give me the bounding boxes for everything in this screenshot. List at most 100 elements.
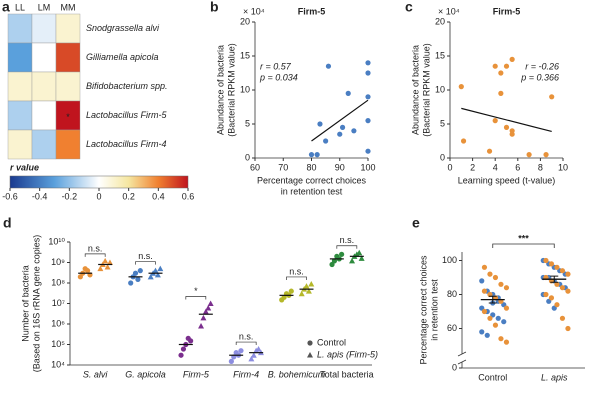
y-axis-label: Abundance of bacteria xyxy=(410,45,420,135)
point xyxy=(565,271,571,277)
x-tick-label: 60 xyxy=(250,162,260,172)
fit-line xyxy=(461,107,552,133)
x-axis-label: in retention test xyxy=(281,186,343,196)
y-tick-label: 10⁸ xyxy=(51,277,65,287)
heat-cell xyxy=(55,42,81,73)
point xyxy=(307,352,313,358)
x-tick-label: 4 xyxy=(493,162,498,172)
point xyxy=(205,305,212,311)
panel-label: a xyxy=(2,0,10,15)
point xyxy=(207,300,214,306)
annotation: r = -0.26 xyxy=(525,61,559,71)
significance-label: * xyxy=(194,286,198,296)
y-axis-label: Number of bacteria xyxy=(20,265,30,342)
point xyxy=(509,128,515,134)
point xyxy=(554,264,560,270)
x-tick-label: 2 xyxy=(470,162,475,172)
point xyxy=(358,255,365,261)
y-tick-label: 10⁹ xyxy=(51,257,65,267)
significance-bracket xyxy=(84,253,106,257)
point xyxy=(492,63,498,69)
point xyxy=(526,152,532,158)
point xyxy=(365,60,371,66)
y-multiplier: × 10⁴ xyxy=(438,6,460,16)
x-tick-label: S. alvi xyxy=(83,369,109,379)
point xyxy=(481,264,488,270)
panel-label: e xyxy=(412,215,420,231)
axis-break xyxy=(457,351,467,365)
y-axis-label: Abundance of bacteria xyxy=(215,45,225,135)
y-tick-label: 15 xyxy=(435,50,445,60)
annotation: p = 0.366 xyxy=(520,72,559,82)
x-tick-label: 80 xyxy=(306,162,316,172)
point xyxy=(492,118,498,124)
point xyxy=(554,281,560,287)
point xyxy=(198,322,205,329)
point xyxy=(479,278,485,284)
y-tick-label: 10⁴ xyxy=(51,359,65,369)
panel-label: d xyxy=(3,215,12,231)
x-tick-label: Total bacteria xyxy=(320,369,374,379)
point xyxy=(492,322,499,328)
panel-label: b xyxy=(210,0,219,15)
x-tick-label: L. apis xyxy=(541,372,568,382)
point xyxy=(487,271,493,277)
y-tick-label: 10⁵ xyxy=(51,339,65,349)
x-tick-label: 8 xyxy=(538,162,543,172)
point xyxy=(135,276,141,282)
point xyxy=(349,257,356,264)
y-tick-label: 10 xyxy=(435,84,445,94)
y-tick-label: 100 xyxy=(442,255,457,265)
y-axis-label: (Bacterial RPKM value) xyxy=(421,43,431,137)
row-label: Lactobacillus Firm-4 xyxy=(86,139,167,149)
point xyxy=(345,90,351,96)
x-tick-label: 90 xyxy=(335,162,345,172)
colorbar-tick-label: -0.6 xyxy=(2,191,18,201)
x-tick-label: 10 xyxy=(558,162,568,172)
y-tick-label: 0 xyxy=(440,152,445,162)
point xyxy=(353,251,360,257)
point xyxy=(325,63,332,69)
point xyxy=(106,259,113,265)
colorbar-tick-label: 0.4 xyxy=(152,191,165,201)
colorbar-label: r value xyxy=(10,162,39,172)
chart-title: Firm-5 xyxy=(493,6,521,16)
y-tick-label: 5 xyxy=(245,118,250,128)
point xyxy=(565,288,571,294)
point xyxy=(498,336,504,342)
point xyxy=(104,264,111,270)
column-label: LL xyxy=(15,2,25,12)
colorbar-tick-label: 0 xyxy=(96,191,101,201)
significance-label: *** xyxy=(518,233,529,243)
point xyxy=(356,249,363,256)
point xyxy=(503,339,510,345)
heat-cell xyxy=(7,13,33,44)
point xyxy=(157,265,164,272)
heat-cell xyxy=(55,100,81,131)
heat-cell xyxy=(55,129,81,160)
point xyxy=(487,315,493,321)
point xyxy=(495,315,501,321)
x-tick-label: Control xyxy=(478,372,507,382)
point xyxy=(250,352,257,358)
point xyxy=(308,280,315,287)
x-tick-label: B. bohemicum xyxy=(268,369,326,379)
point xyxy=(102,257,109,264)
row-label: Gilliamella apicola xyxy=(86,52,159,62)
point xyxy=(481,308,488,315)
point xyxy=(238,348,244,354)
point xyxy=(559,315,566,321)
legend-label: L. apis (Firm-5) xyxy=(317,349,378,359)
colorbar-tick-label: 0.6 xyxy=(182,191,195,201)
point xyxy=(200,314,207,321)
colorbar-tick-label: -0.2 xyxy=(62,191,78,201)
y-multiplier: × 10⁴ xyxy=(243,6,265,16)
point xyxy=(84,268,91,274)
y-tick-label: 60 xyxy=(447,323,457,333)
y-tick-label: 20 xyxy=(435,16,445,26)
point xyxy=(128,280,134,286)
annotation: r = 0.57 xyxy=(260,61,292,71)
heat-cell xyxy=(31,129,57,160)
significance-bracket xyxy=(135,261,156,265)
